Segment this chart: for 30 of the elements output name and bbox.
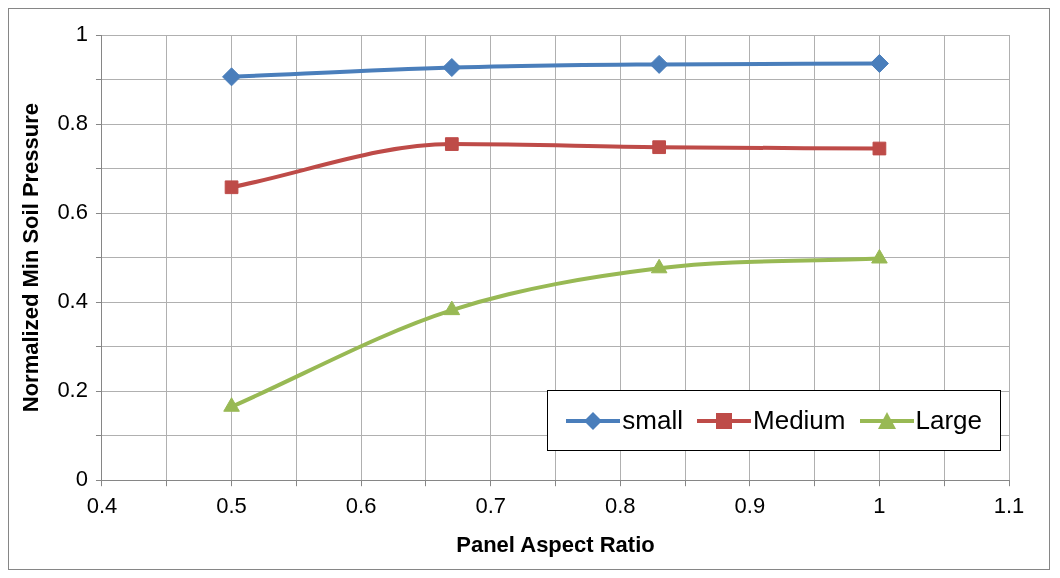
point <box>444 137 459 151</box>
point <box>650 258 668 274</box>
point <box>649 54 669 74</box>
x-tick-label: 1 <box>873 493 886 519</box>
y-axis-title: Normalized Min Soil Pressure <box>18 102 44 413</box>
x-tick-label: 1.1 <box>993 493 1025 519</box>
x-tick-label: 0.7 <box>475 493 506 519</box>
x-tick-label: 0.5 <box>216 493 247 519</box>
y-tick-label: 1 <box>75 21 88 47</box>
point <box>869 53 889 73</box>
x-tick-label: 0.8 <box>604 493 636 519</box>
point <box>872 141 887 156</box>
legend-label: Medium <box>753 405 846 436</box>
x-axis-title: Panel Aspect Ratio <box>456 531 655 557</box>
legend-label: Large <box>915 405 982 436</box>
point <box>223 397 240 412</box>
y-tick-label: 0.4 <box>57 288 88 314</box>
x-tick-label: 0.9 <box>734 493 766 519</box>
point <box>871 248 888 264</box>
legend-label: small <box>622 405 684 436</box>
point <box>652 140 667 155</box>
y-tick-label: 0.2 <box>57 377 88 403</box>
point <box>443 300 461 316</box>
point <box>224 180 239 195</box>
point <box>442 58 462 77</box>
y-tick-label: 0.6 <box>57 199 88 225</box>
x-tick-label: 0.6 <box>345 493 377 519</box>
point <box>222 67 242 87</box>
y-tick-label: 0 <box>75 466 88 492</box>
y-tick-label: 0.8 <box>57 110 88 136</box>
